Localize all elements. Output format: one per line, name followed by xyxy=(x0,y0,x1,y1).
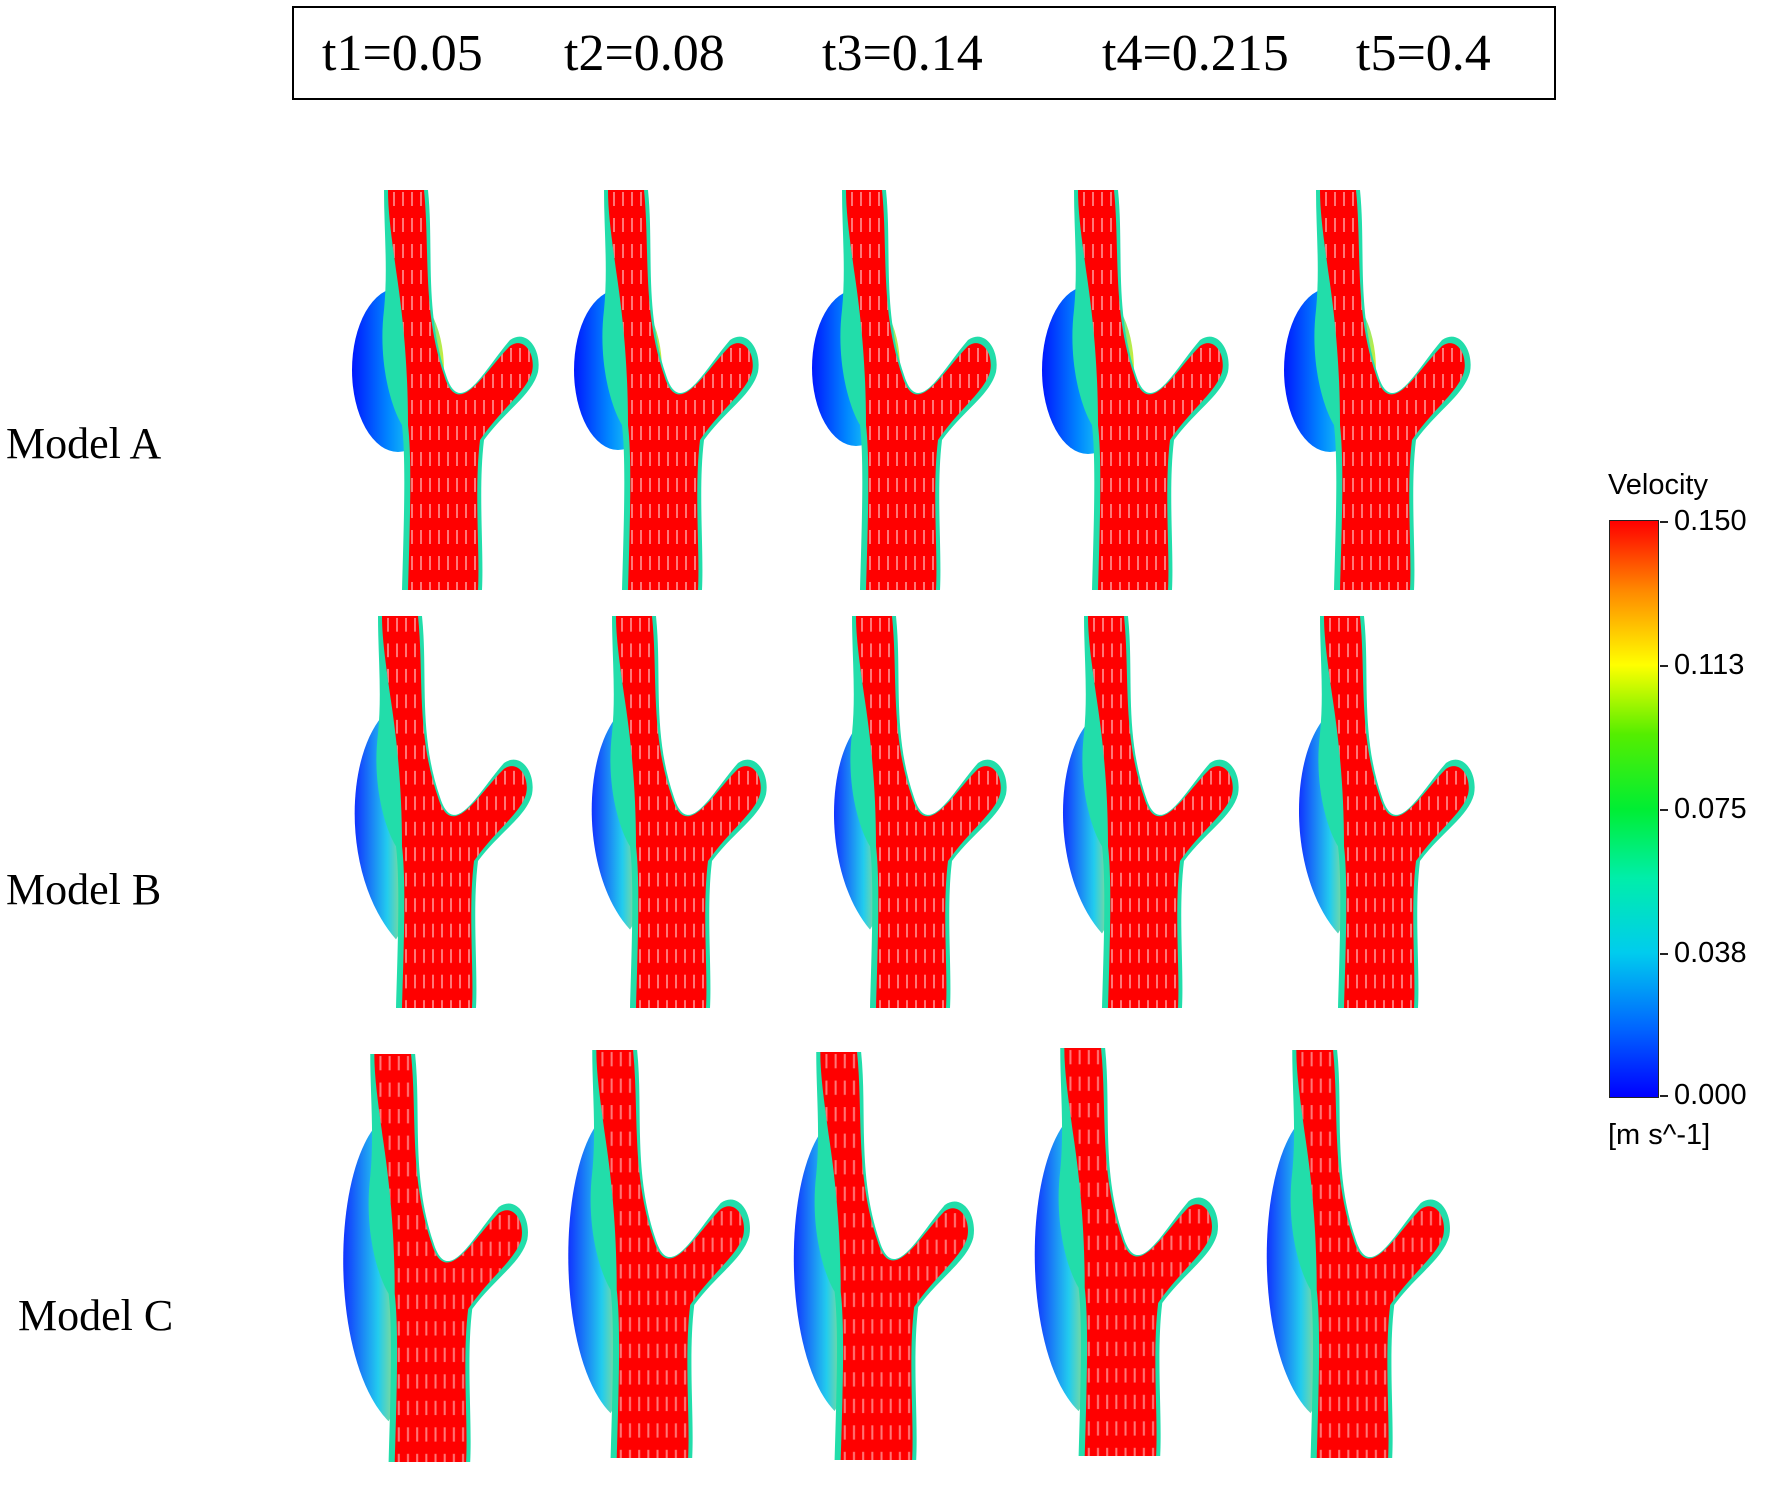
panel-model-c-t4 xyxy=(1034,1048,1218,1456)
panel-model-b-t3 xyxy=(833,616,1007,1008)
legend-tick xyxy=(1660,809,1668,811)
legend-colorbar xyxy=(1609,520,1659,1098)
row-label-model-b: Model B xyxy=(6,865,162,914)
legend-tick xyxy=(1660,1095,1668,1097)
legend-tick-label: 0.075 xyxy=(1674,793,1747,825)
panel-model-c-t1 xyxy=(343,1054,528,1462)
row-label-model-a: Model A xyxy=(6,419,162,468)
panel-model-c-t2 xyxy=(568,1050,750,1458)
legend-tick xyxy=(1660,953,1668,955)
time-label-t1: t1=0.05 xyxy=(322,25,483,82)
panel-model-a-t3 xyxy=(812,190,997,590)
legend-tick xyxy=(1660,521,1668,523)
legend-units: [m s^-1] xyxy=(1608,1119,1711,1151)
panel-model-c-t5 xyxy=(1266,1050,1450,1458)
panel-model-b-t2 xyxy=(591,616,767,1008)
panel-model-c-t3 xyxy=(793,1052,974,1460)
legend-title: Velocity xyxy=(1608,469,1708,501)
panel-model-b-t4 xyxy=(1062,616,1239,1008)
panel-model-a-t5 xyxy=(1284,190,1471,590)
panel-model-a-t4 xyxy=(1042,190,1229,590)
panel-model-a-t1 xyxy=(352,190,539,590)
panel-model-b-t5 xyxy=(1298,616,1475,1008)
time-label-t3: t3=0.14 xyxy=(822,25,983,82)
legend-tick-label: 0.150 xyxy=(1674,505,1747,537)
time-label-t5: t5=0.4 xyxy=(1356,25,1491,82)
panel-model-b-t1 xyxy=(354,616,533,1008)
time-label-t2: t2=0.08 xyxy=(564,25,725,82)
legend-tick-label: 0.113 xyxy=(1674,649,1745,681)
legend-tick xyxy=(1660,665,1668,667)
panel-model-a-t2 xyxy=(574,190,759,590)
time-label-box: t1=0.05 t2=0.08 t3=0.14 t4=0.215 t5=0.4 xyxy=(292,6,1556,100)
legend-tick-label: 0.038 xyxy=(1674,937,1747,969)
row-label-model-c: Model C xyxy=(18,1291,174,1340)
legend-tick-label: 0.000 xyxy=(1674,1079,1747,1111)
time-label-t4: t4=0.215 xyxy=(1102,25,1289,82)
